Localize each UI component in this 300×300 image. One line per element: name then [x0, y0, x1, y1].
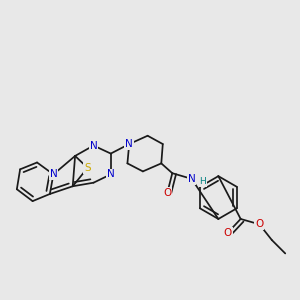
- Text: O: O: [224, 228, 232, 238]
- Text: N: N: [90, 140, 98, 151]
- Text: O: O: [255, 219, 263, 229]
- Text: N: N: [107, 169, 115, 179]
- Text: N: N: [50, 169, 57, 179]
- Text: N: N: [188, 174, 196, 184]
- Text: H: H: [200, 177, 206, 186]
- Text: O: O: [163, 188, 171, 198]
- Text: N: N: [125, 139, 133, 149]
- Text: S: S: [84, 163, 91, 173]
